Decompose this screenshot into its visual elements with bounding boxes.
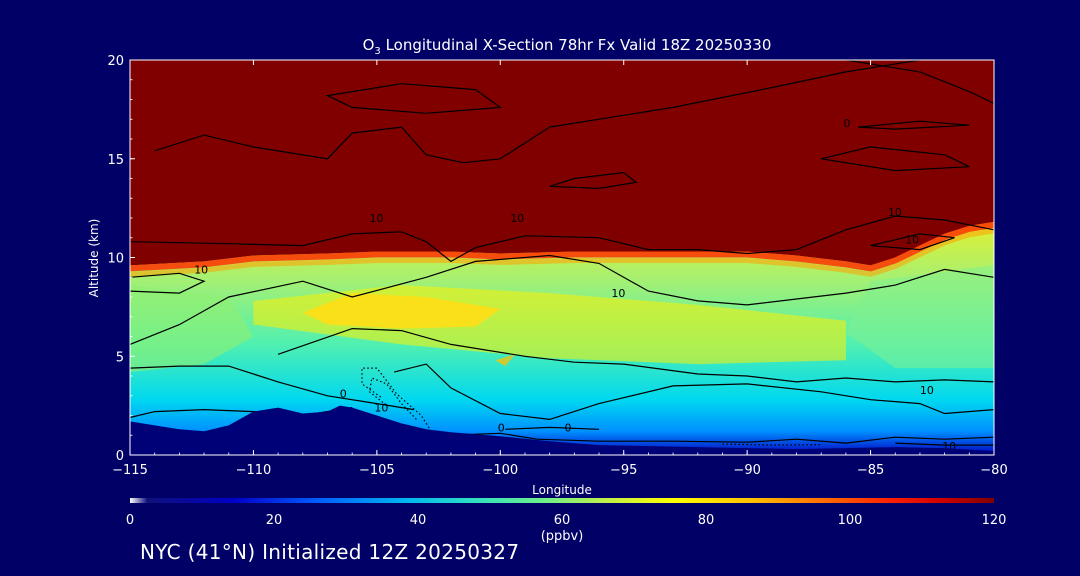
- colorbar-units: (ppbv): [541, 529, 584, 544]
- x-tick-label: −115: [112, 463, 148, 478]
- colorbar-tick-label: 20: [266, 513, 283, 528]
- contour-zero-line: [445, 432, 994, 444]
- contour-mid-trop-lower: [277, 327, 994, 383]
- stratosphere-region: [130, 60, 994, 266]
- contour-strat-loop-c: [821, 146, 970, 172]
- contour-label: 10: [370, 212, 384, 225]
- green-east-patch: [845, 265, 994, 369]
- tropopause-gradient-edge-inner: [130, 228, 994, 277]
- contour-upper-strat: [154, 60, 920, 164]
- yellow-band-patch: [253, 285, 846, 365]
- contour-label: 0: [340, 388, 347, 401]
- contour-label: 10: [905, 234, 919, 247]
- green-west-patch: [130, 285, 254, 373]
- contour-label: 10: [611, 287, 625, 300]
- contour-east-low: [393, 363, 994, 421]
- initialization-text: NYC (41°N) Initialized 12Z 20250327: [140, 540, 520, 564]
- contour-label: 0: [843, 117, 850, 130]
- y-tick-label: 20: [107, 54, 124, 69]
- colorbar-tick-label: 0: [126, 513, 134, 528]
- colorbar-ticks: 0 20 40 60 80 100 120: [126, 513, 1007, 528]
- colorbar: 0 20 40 60 80 100 120 (ppbv): [126, 498, 1007, 544]
- x-tick-label: −80: [980, 463, 1007, 478]
- contour-label: 10: [510, 212, 524, 225]
- x-tick-label: −90: [733, 463, 760, 478]
- title-prefix: O: [363, 36, 375, 54]
- contour-label: 10: [374, 402, 388, 415]
- contour-label: 0: [498, 421, 505, 434]
- terrain: [130, 405, 994, 455]
- contour-strat-loop-b: [549, 171, 638, 190]
- colorbar-gradient-bar: [130, 498, 994, 503]
- y-axis-ticks: 0 5 10 15 20: [107, 54, 135, 464]
- colorbar-tick-label: 80: [698, 513, 715, 528]
- ozone-field-patches: [130, 265, 994, 373]
- x-axis-label: Longitude: [532, 483, 592, 497]
- contour-strat-east: [845, 60, 994, 104]
- contour-label: 10: [920, 384, 934, 397]
- chart-title: O3 Longitudinal X-Section 78hr Fx Valid …: [363, 36, 772, 57]
- contour-label: 0: [565, 421, 572, 434]
- contour-tropopause-10: [130, 215, 994, 263]
- x-tick-label: −110: [236, 463, 272, 478]
- y-tick-label: 0: [116, 449, 124, 464]
- colorbar-tick-label: 120: [982, 513, 1007, 528]
- colorbar-tick-label: 100: [838, 513, 863, 528]
- colorbar-tick-label: 60: [554, 513, 571, 528]
- y-axis-label: Altitude (km): [87, 219, 101, 298]
- x-tick-label: −100: [482, 463, 518, 478]
- title-subscript: 3: [374, 46, 380, 57]
- y-tick-label: 15: [107, 153, 124, 168]
- y-tick-label: 5: [116, 350, 124, 365]
- contour-zero-mid: [505, 426, 600, 430]
- colorbar-tick-label: 40: [410, 513, 427, 528]
- x-tick-label: −85: [857, 463, 884, 478]
- orange-small-patch: [495, 354, 516, 367]
- title-rest: Longitudinal X-Section 78hr Fx Valid 18Z…: [381, 36, 772, 54]
- x-axis-ticks: −115 −110 −105 −100 −95 −90 −85 −80: [112, 60, 1008, 478]
- tropopause-gradient-edge: [130, 221, 994, 272]
- contour-west-low: [130, 365, 414, 411]
- contour-label: 10: [194, 263, 208, 276]
- contour-label: 10: [888, 206, 902, 219]
- x-tick-label: −95: [610, 463, 637, 478]
- x-tick-label: −105: [359, 463, 395, 478]
- contour-tropo-loop: [870, 233, 955, 251]
- contour-mid-trop: [130, 254, 994, 345]
- contour-strat-loop-d: [858, 120, 970, 130]
- contour-strat-loop-a: [325, 83, 502, 114]
- contour-dotted-east: [722, 443, 822, 446]
- contour-mid-west: [130, 272, 206, 294]
- y-tick-label: 10: [107, 252, 124, 267]
- contour-east-10: [895, 442, 994, 446]
